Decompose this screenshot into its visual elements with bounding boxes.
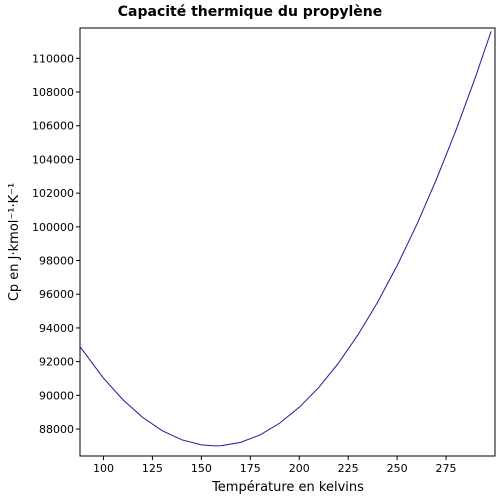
y-tick-label: 88000	[39, 423, 74, 436]
x-tick-label: 225	[338, 462, 359, 475]
data-line	[79, 31, 492, 447]
y-tick-label: 92000	[39, 356, 74, 369]
y-axis-label: Cp en J·kmol⁻¹·K⁻¹	[7, 183, 22, 301]
y-tick-label: 102000	[32, 187, 74, 200]
x-tick-label: 175	[240, 462, 261, 475]
x-tick-label: 200	[289, 462, 310, 475]
x-tick-label: 100	[93, 462, 114, 475]
y-tick-label: 110000	[32, 52, 74, 65]
y-tick-label: 100000	[32, 221, 74, 234]
x-tick-label: 150	[191, 462, 212, 475]
y-tick-label: 96000	[39, 288, 74, 301]
chart-title: Capacité thermique du propylène	[118, 4, 382, 20]
y-tick-label: 98000	[39, 255, 74, 268]
x-tick-label: 250	[387, 462, 408, 475]
x-tick-label: 125	[142, 462, 163, 475]
x-axis-label: Température en kelvins	[211, 480, 364, 495]
y-tick-label: 104000	[32, 153, 74, 166]
y-tick-label: 90000	[39, 389, 74, 402]
plot-frame	[79, 27, 496, 457]
x-tick-label: 275	[436, 462, 457, 475]
y-tick-label: 108000	[32, 86, 74, 99]
y-tick-label: 94000	[39, 322, 74, 335]
y-tick-label: 106000	[32, 120, 74, 133]
